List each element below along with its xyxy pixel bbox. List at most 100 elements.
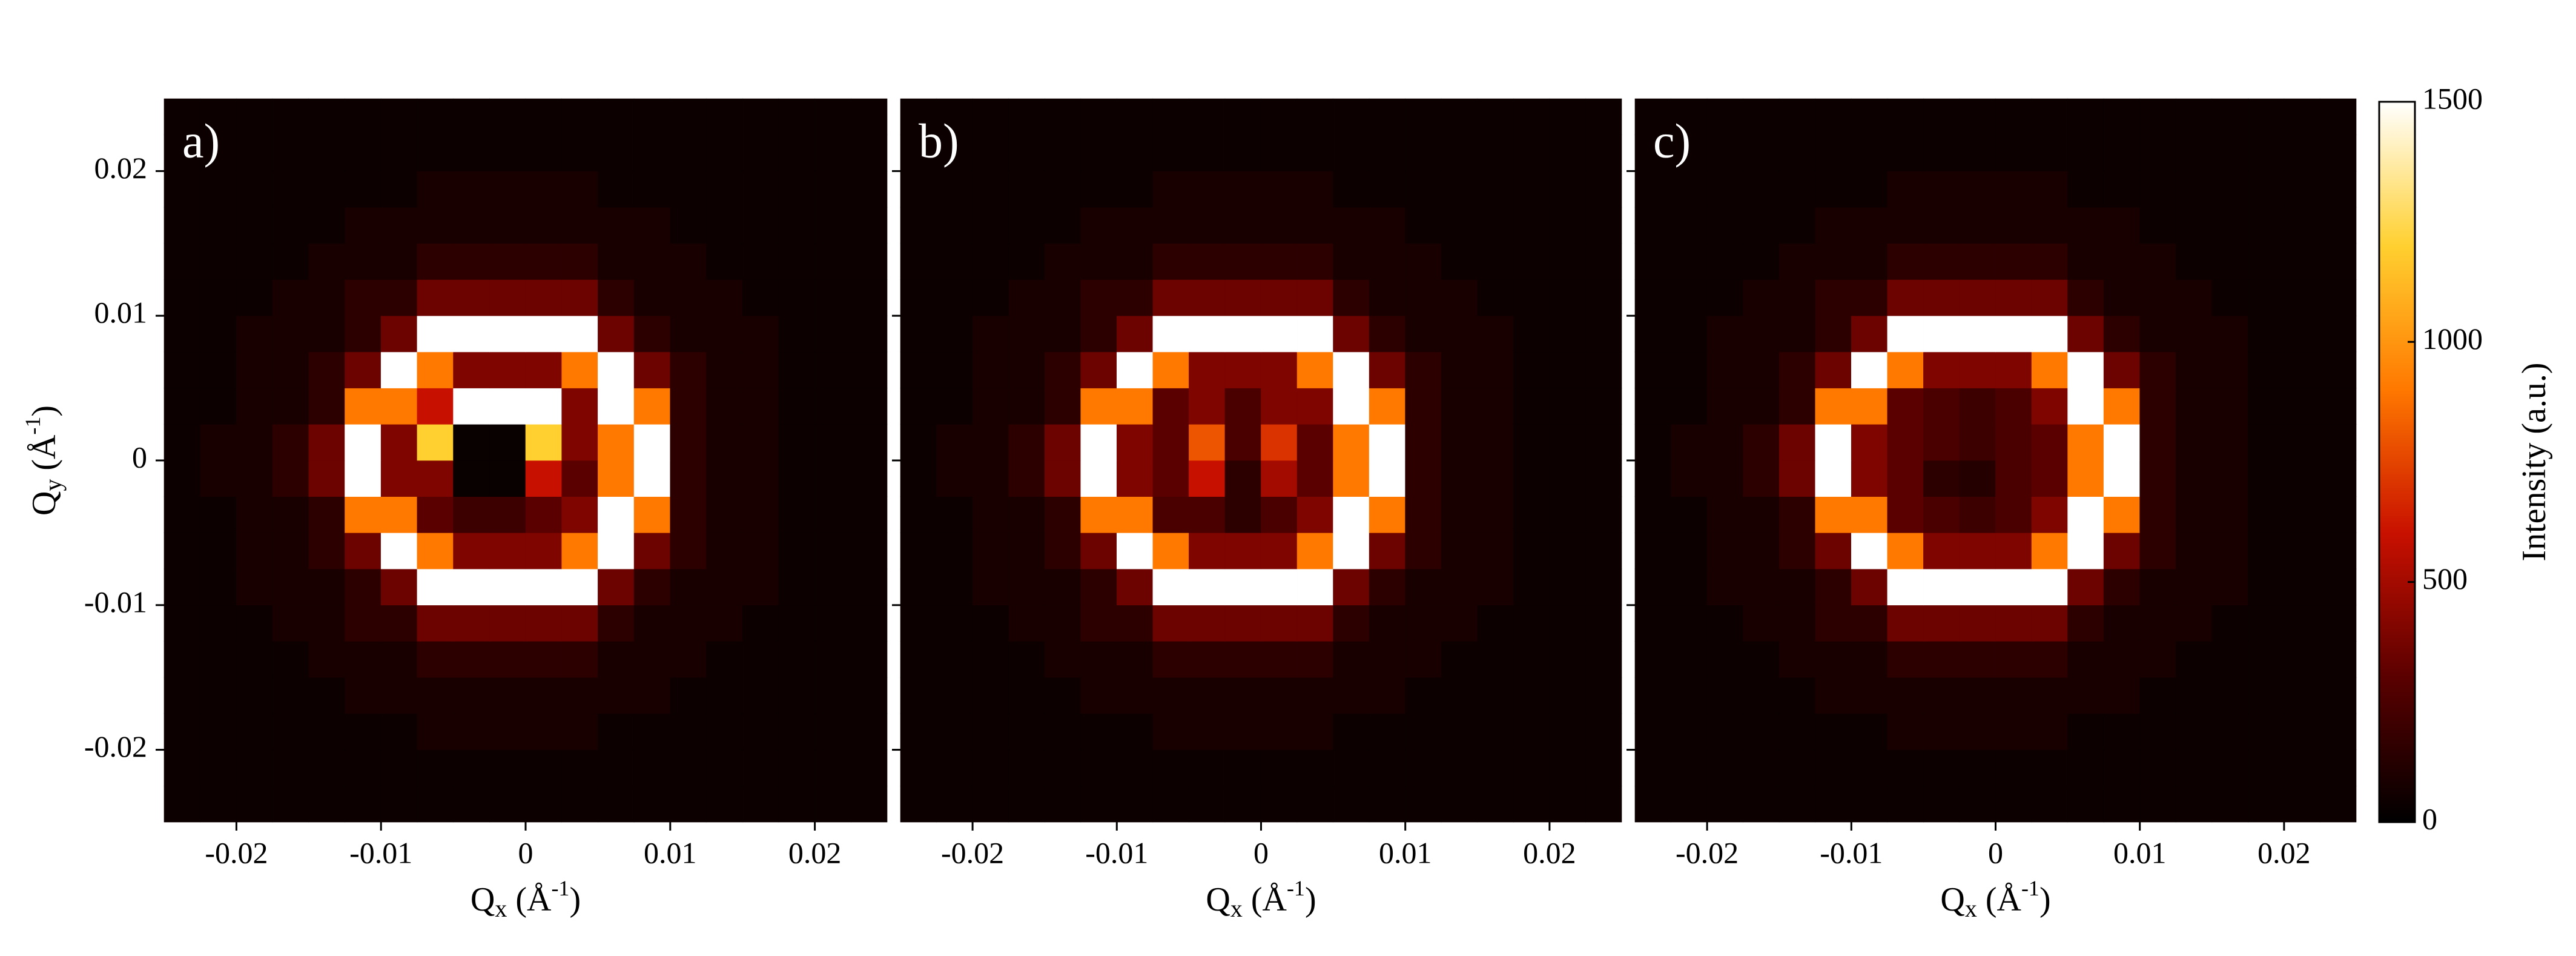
heatmap-cell bbox=[1477, 134, 1514, 171]
heatmap-cell bbox=[345, 98, 381, 136]
heatmap-cell bbox=[1851, 713, 1888, 750]
heatmap-cell bbox=[1923, 134, 1960, 171]
heatmap-cell bbox=[1995, 279, 2032, 316]
heatmap-cell bbox=[489, 315, 526, 353]
heatmap-cell bbox=[633, 315, 671, 353]
heatmap-cell bbox=[1296, 388, 1333, 425]
heatmap-cell bbox=[1369, 749, 1405, 786]
heatmap-cell bbox=[900, 677, 937, 714]
heatmap-cell bbox=[1671, 786, 1708, 823]
heatmap-cell bbox=[1513, 423, 1550, 461]
heatmap-cell bbox=[598, 423, 635, 461]
heatmap-cell bbox=[1585, 568, 1622, 606]
heatmap-cell bbox=[2031, 605, 2068, 642]
heatmap-cell bbox=[2031, 98, 2068, 136]
heatmap-cell bbox=[1923, 533, 1960, 569]
heatmap-cell bbox=[598, 460, 635, 497]
heatmap-cell bbox=[200, 496, 237, 533]
heatmap-cell bbox=[1152, 677, 1189, 714]
heatmap-cell bbox=[380, 568, 418, 606]
heatmap-cell bbox=[2175, 677, 2213, 714]
heatmap-cell bbox=[706, 388, 743, 425]
heatmap-cell bbox=[1513, 243, 1550, 280]
heatmap-cell bbox=[1369, 351, 1405, 388]
heatmap-cell bbox=[1224, 496, 1261, 533]
heatmap-cell bbox=[380, 641, 418, 678]
heatmap-cell bbox=[972, 98, 1009, 136]
heatmap-cell bbox=[2320, 677, 2357, 714]
heatmap-cell bbox=[308, 351, 345, 388]
heatmap-cell bbox=[706, 423, 743, 461]
heatmap-cell bbox=[814, 171, 851, 208]
heatmap-cell bbox=[2103, 460, 2140, 497]
heatmap-cell bbox=[706, 605, 743, 642]
heatmap-cell bbox=[2248, 98, 2285, 136]
heatmap-cell bbox=[561, 315, 598, 353]
heatmap-cell bbox=[742, 134, 779, 171]
heatmap-cell bbox=[2320, 98, 2357, 136]
heatmap-cell bbox=[814, 207, 851, 244]
heatmap-cell bbox=[345, 641, 381, 678]
heatmap-cell bbox=[1080, 423, 1117, 461]
heatmap-cell bbox=[1923, 460, 1960, 497]
heatmap-cell bbox=[2320, 351, 2357, 388]
heatmap-cell bbox=[814, 460, 851, 497]
heatmap-cell bbox=[1959, 496, 1996, 533]
heatmap-cell bbox=[525, 786, 563, 823]
heatmap-cell bbox=[1441, 460, 1478, 497]
heatmap-cell bbox=[489, 134, 526, 171]
heatmap-cell bbox=[236, 315, 273, 353]
heatmap-cell bbox=[2320, 171, 2357, 208]
heatmap-cell bbox=[1477, 641, 1514, 678]
heatmap-cell bbox=[489, 786, 526, 823]
panel-label: b) bbox=[919, 115, 959, 168]
heatmap-cell bbox=[1441, 315, 1478, 353]
heatmap-cell bbox=[1585, 677, 1622, 714]
heatmap-cell bbox=[2139, 677, 2176, 714]
heatmap-cell bbox=[1815, 460, 1852, 497]
heatmap-cell bbox=[489, 243, 526, 280]
heatmap-cell bbox=[345, 351, 381, 388]
heatmap-cell bbox=[2067, 786, 2104, 823]
heatmap-cell bbox=[380, 749, 418, 786]
heatmap-cell bbox=[1261, 388, 1298, 425]
heatmap-cell bbox=[1778, 533, 1816, 569]
heatmap-cell bbox=[525, 315, 563, 353]
heatmap-cell bbox=[900, 605, 937, 642]
heatmap-cell bbox=[1778, 749, 1816, 786]
heatmap-cell bbox=[851, 388, 888, 425]
heatmap-cell bbox=[308, 533, 345, 569]
heatmap-cell bbox=[1995, 315, 2032, 353]
heatmap-cell bbox=[380, 496, 418, 533]
heatmap-cell bbox=[2284, 496, 2320, 533]
heatmap-cell bbox=[1044, 786, 1082, 823]
heatmap-cell bbox=[163, 496, 201, 533]
heatmap-cell bbox=[2031, 388, 2068, 425]
heatmap-cell bbox=[598, 171, 635, 208]
heatmap-cell bbox=[380, 533, 418, 569]
heatmap-cell bbox=[1117, 134, 1154, 171]
heatmap-cell bbox=[236, 786, 273, 823]
heatmap-cell bbox=[598, 134, 635, 171]
heatmap-cell bbox=[1671, 134, 1708, 171]
heatmap-cell bbox=[1634, 207, 1671, 244]
heatmap-cell bbox=[2103, 207, 2140, 244]
heatmap-cell bbox=[2067, 641, 2104, 678]
heatmap-cell bbox=[2103, 315, 2140, 353]
heatmap-cell bbox=[814, 605, 851, 642]
heatmap-cell bbox=[453, 243, 490, 280]
heatmap-cell bbox=[1477, 351, 1514, 388]
heatmap-cell bbox=[1549, 568, 1586, 606]
heatmap-cell bbox=[1815, 351, 1852, 388]
heatmap-cell bbox=[1923, 568, 1960, 606]
heatmap-cell bbox=[1224, 243, 1261, 280]
heatmap-cell bbox=[163, 98, 201, 136]
heatmap-cell bbox=[936, 677, 973, 714]
heatmap-cell bbox=[2139, 568, 2176, 606]
heatmap-cell bbox=[633, 749, 671, 786]
heatmap-cell bbox=[163, 713, 201, 750]
heatmap-cell bbox=[670, 134, 707, 171]
heatmap-cell bbox=[1995, 351, 2032, 388]
heatmap-cell bbox=[1815, 207, 1852, 244]
heatmap-cell bbox=[2211, 351, 2248, 388]
